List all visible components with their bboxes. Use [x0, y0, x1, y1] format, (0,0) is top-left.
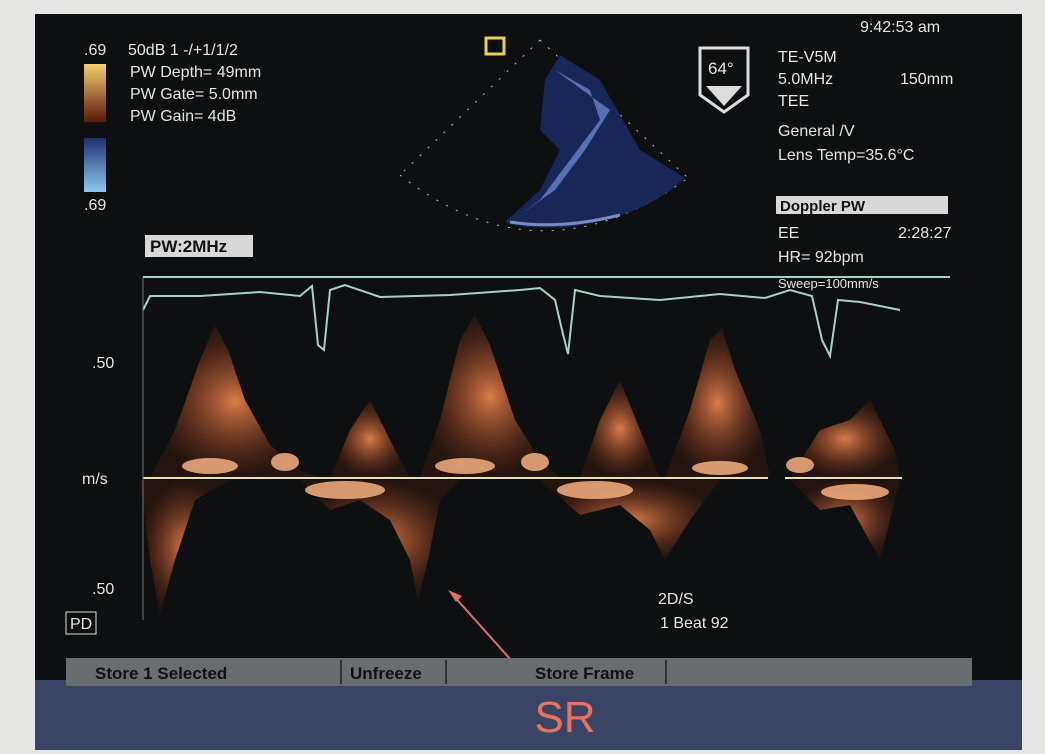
mode-label: 2D/S: [658, 591, 694, 608]
velocity-unit: m/s: [82, 471, 108, 488]
heart-rate: HR= 92bpm: [778, 249, 864, 266]
mode: TEE: [778, 93, 809, 110]
separator: [445, 660, 447, 684]
box-label: EE: [778, 225, 799, 242]
doppler-label: PW:2MHz: [150, 237, 227, 256]
time: 2:28:27: [898, 225, 951, 242]
page: .69 .69 50dB 1 -/+1/1/2 PW Depth= 49mm PW …: [0, 0, 1045, 754]
preset: General /V: [778, 123, 855, 140]
clock: 9:42:53 am: [860, 19, 940, 36]
beat-label: 1 Beat 92: [660, 615, 729, 632]
softkey[interactable]: Unfreeze: [350, 664, 422, 683]
separator: [665, 660, 667, 684]
caption: SR: [534, 693, 595, 742]
ultrasound-photo: .69 .69 50dB 1 -/+1/1/2 PW Depth= 49mm PW …: [0, 0, 1045, 754]
caption-band: [35, 680, 1022, 750]
scale-label: .69: [84, 197, 106, 214]
separator: [340, 660, 342, 684]
setting: PW Gate= 5.0mm: [130, 86, 258, 103]
probe: TE-V5M: [778, 49, 837, 66]
angle: 64°: [708, 59, 734, 78]
velocity-label: .50: [92, 581, 114, 598]
frequency: 5.0MHz: [778, 71, 833, 88]
setting: PW Depth= 49mm: [130, 64, 261, 81]
scale-label: .69: [84, 42, 106, 59]
icon-label: PD: [70, 616, 92, 633]
softkey[interactable]: Store Frame: [535, 664, 634, 683]
lens-temp: Lens Temp=35.6°C: [778, 147, 914, 164]
sweep: Sweep=100mm/s: [778, 276, 879, 291]
velocity-label: .50: [92, 355, 114, 372]
color-bar: [84, 64, 106, 122]
setting: 50dB 1 -/+1/1/2: [128, 42, 238, 59]
depth: 150mm: [900, 71, 953, 88]
box-title: Doppler PW: [780, 198, 866, 215]
color-bar: [84, 138, 106, 192]
setting: PW Gain= 4dB: [130, 108, 236, 125]
softkey[interactable]: Store 1 Selected: [95, 664, 227, 683]
